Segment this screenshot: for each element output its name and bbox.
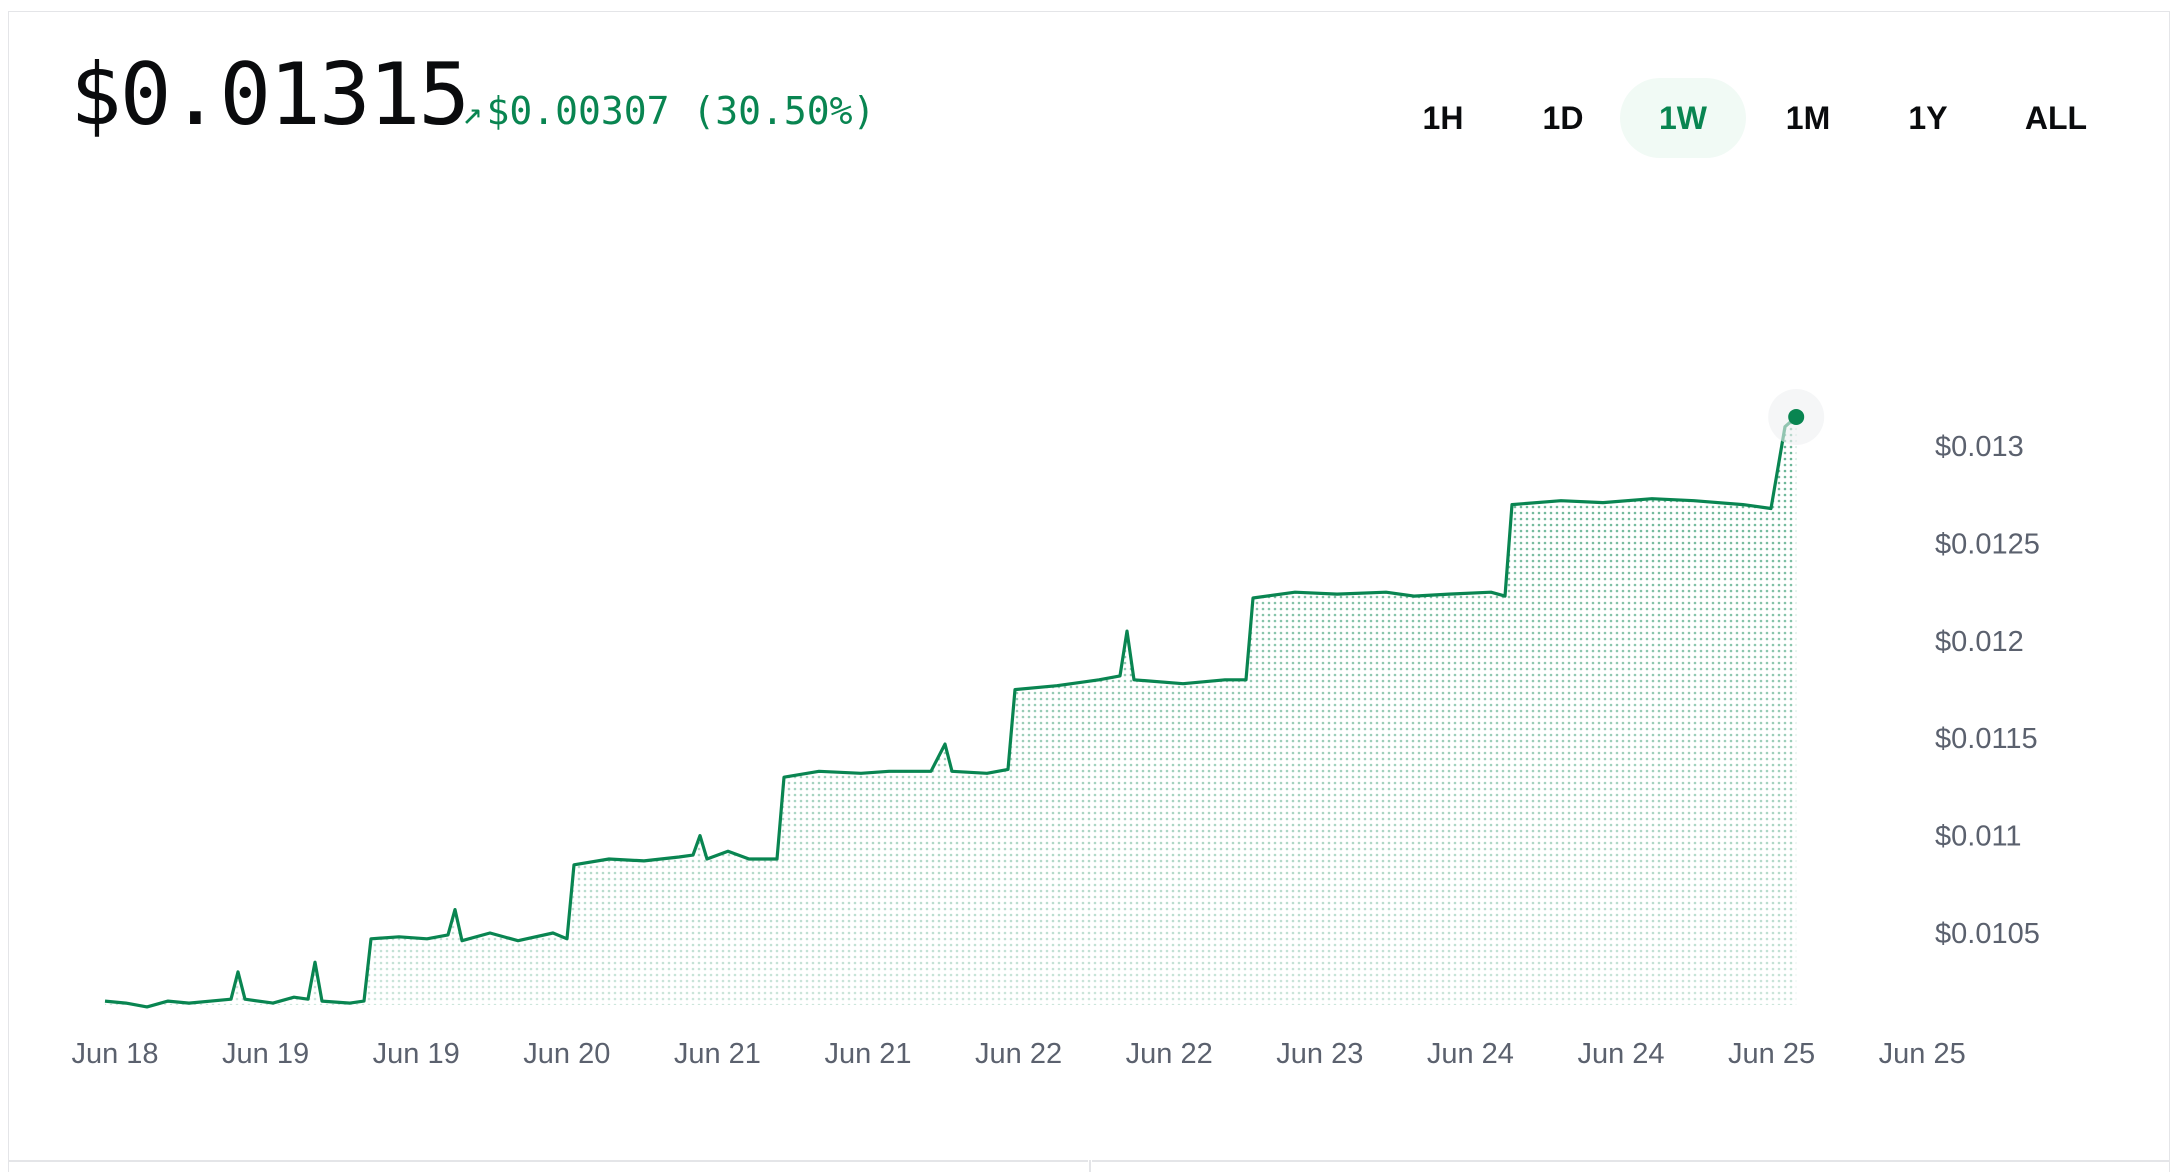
y-tick-label: $0.013	[1935, 431, 2024, 463]
x-tick-label: Jun 21	[824, 1038, 911, 1070]
y-tick-label: $0.012	[1935, 626, 2024, 658]
area-fill	[105, 416, 1797, 1007]
bottom-divider-right	[1092, 1160, 2170, 1162]
x-tick-label: Jun 25	[1879, 1038, 1966, 1070]
trend-up-arrow-icon: ↗	[462, 93, 483, 133]
range-tab-1h[interactable]: 1H	[1422, 99, 1464, 136]
x-tick-label: Jun 18	[71, 1038, 158, 1070]
x-tick-label: Jun 22	[975, 1038, 1062, 1070]
range-tab-1m[interactable]: 1M	[1785, 99, 1831, 136]
x-tick-label: Jun 25	[1728, 1038, 1815, 1070]
price-change-amount: $0.00307	[486, 89, 670, 133]
bottom-divider-left	[8, 1160, 1088, 1162]
x-tick-label: Jun 22	[1126, 1038, 1213, 1070]
price-line	[104, 415, 1798, 1009]
range-tab-1y[interactable]: 1Y	[1908, 99, 1948, 136]
y-tick-label: $0.0105	[1935, 918, 2040, 950]
x-tick-label: Jun 21	[674, 1038, 761, 1070]
range-tab-all[interactable]: ALL	[2024, 99, 2088, 136]
current-point-marker[interactable]	[1788, 408, 1805, 425]
range-tab-1w[interactable]: 1W	[1620, 78, 1746, 158]
x-tick-label: Jun 23	[1276, 1038, 1363, 1070]
current-price: $0.01315	[70, 45, 470, 145]
x-tick-label: Jun 20	[523, 1038, 610, 1070]
x-tick-label: Jun 19	[373, 1038, 460, 1070]
price-change-percent: (30.50%)	[692, 89, 876, 133]
bottom-divider-tick	[1089, 1160, 1091, 1172]
y-tick-label: $0.0115	[1935, 723, 2038, 755]
x-tick-label: Jun 19	[222, 1038, 309, 1070]
y-tick-label: $0.0125	[1935, 529, 2040, 561]
x-tick-label: Jun 24	[1427, 1038, 1514, 1070]
x-tick-label: Jun 24	[1577, 1038, 1664, 1070]
y-tick-label: $0.011	[1935, 821, 2022, 853]
price-change: ↗ $0.00307 (30.50%)	[462, 92, 875, 130]
range-tab-1d[interactable]: 1D	[1542, 99, 1584, 136]
